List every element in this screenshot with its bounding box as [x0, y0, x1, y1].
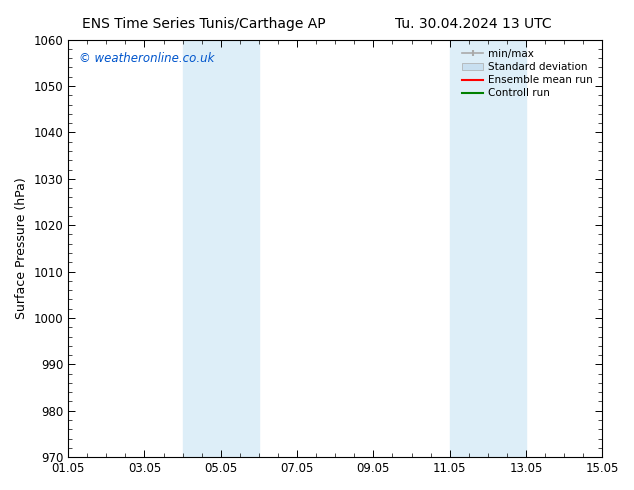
Bar [221, 40, 259, 457]
Y-axis label: Surface Pressure (hPa): Surface Pressure (hPa) [15, 177, 28, 319]
Bar [488, 40, 526, 457]
Bar [183, 40, 221, 457]
Text: © weatheronline.co.uk: © weatheronline.co.uk [79, 52, 214, 65]
Text: Tu. 30.04.2024 13 UTC: Tu. 30.04.2024 13 UTC [395, 17, 552, 31]
Legend: min/max, Standard deviation, Ensemble mean run, Controll run: min/max, Standard deviation, Ensemble me… [458, 45, 597, 102]
Text: ENS Time Series Tunis/Carthage AP: ENS Time Series Tunis/Carthage AP [82, 17, 326, 31]
Bar [450, 40, 488, 457]
